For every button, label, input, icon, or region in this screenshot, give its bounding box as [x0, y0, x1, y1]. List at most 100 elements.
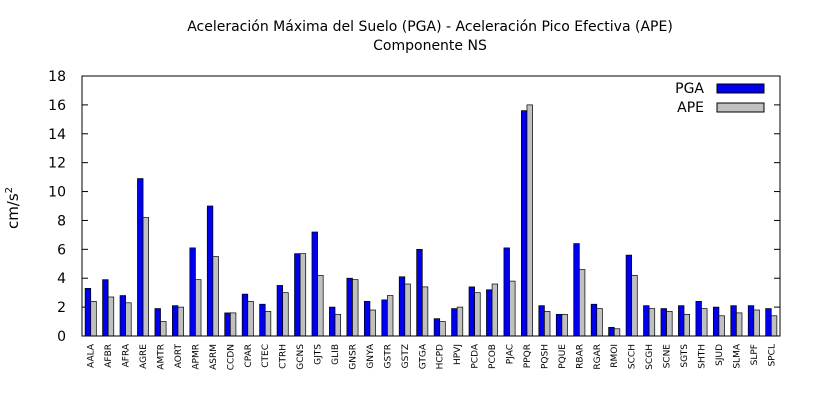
- bar-pga-gcns: [294, 253, 301, 337]
- x-tick-label: CTEC: [261, 344, 271, 368]
- x-tick-label: AALA: [87, 343, 97, 368]
- bar-ape-scgh: [648, 308, 656, 337]
- bar-ape-pqsh: [544, 311, 551, 337]
- x-tick-label: AORT: [174, 344, 184, 369]
- x-tick-label: AGRE: [139, 344, 149, 369]
- x-tick-label: GTGA: [418, 343, 428, 369]
- bar-ape-apmr: [195, 279, 202, 337]
- bar-ape-gjts: [317, 274, 324, 337]
- x-tick-label: GSTR: [383, 344, 393, 368]
- bar-ape-scch: [631, 274, 638, 337]
- bar-pga-rmoi: [608, 326, 615, 337]
- bar-ape-ctec: [264, 311, 272, 337]
- bar-pga-afbr: [102, 279, 109, 337]
- bar-ape-rbar: [578, 269, 586, 337]
- bar-pga-sgts: [678, 305, 685, 337]
- bar-pga-scne: [660, 308, 667, 337]
- y-tick-label: 6: [57, 242, 66, 258]
- y-tick-label: 0: [57, 329, 66, 345]
- bar-ape-afbr: [107, 296, 115, 337]
- bar-ape-pcda: [474, 292, 481, 337]
- bar-ape-hcpd: [439, 321, 446, 337]
- bar-pga-gtga: [416, 248, 423, 337]
- bar-ape-hpvj: [456, 306, 464, 337]
- bar-pga-pcob: [486, 289, 493, 337]
- x-tick-label: CCDN: [226, 344, 236, 370]
- x-tick-label: RGAR: [593, 344, 603, 370]
- x-tick-label: SLMA: [732, 343, 742, 368]
- x-tick-label: GNSR: [348, 344, 358, 370]
- y-axis-label: cm/s2: [4, 187, 22, 229]
- bar-pga-scch: [625, 254, 633, 337]
- bar-pga-gjts: [311, 231, 318, 337]
- bar-ape-cpar: [247, 300, 254, 337]
- bar-pga-rgar: [590, 303, 598, 337]
- x-tick-label: GLIB: [331, 344, 341, 365]
- bar-pga-spcl: [765, 308, 772, 337]
- bar-pga-asrm: [206, 205, 214, 337]
- bar-pga-slma: [730, 305, 737, 337]
- bar-ape-rmoi: [613, 328, 621, 337]
- x-tick-label: SHTH: [697, 344, 707, 369]
- x-tick-label: APMR: [191, 344, 201, 370]
- bar-ape-sjud: [718, 315, 725, 337]
- chart-title: Aceleración Máxima del Suelo (PGA) - Ace…: [187, 19, 673, 35]
- y-tick-label: 16: [48, 98, 66, 114]
- bar-pga-pque: [555, 313, 563, 337]
- bar-ape-aort: [177, 306, 184, 337]
- x-tick-label: SCNE: [663, 344, 673, 369]
- bar-pga-slpf: [747, 305, 755, 337]
- legend-label-pga: PGA: [675, 81, 704, 97]
- bar-pga-amtr: [154, 308, 161, 337]
- bars: [84, 104, 778, 337]
- x-tick-label: SLPF: [750, 344, 760, 365]
- bar-pga-glib: [329, 306, 336, 337]
- plot-frame: [81, 75, 781, 337]
- bar-ape-asrm: [212, 256, 219, 337]
- bar-pga-gstz: [398, 276, 406, 337]
- x-tick-label: PCOB: [488, 344, 498, 369]
- bar-pga-afra: [119, 295, 126, 337]
- bar-ape-ccdn: [229, 312, 237, 337]
- bar-pga-pjac: [503, 247, 510, 337]
- x-tick-label: GJTS: [314, 344, 324, 365]
- bar-ape-aala: [90, 300, 97, 337]
- x-tick-label: ASRM: [209, 344, 219, 370]
- bar-ape-shth: [701, 308, 708, 337]
- bar-ape-agre: [142, 217, 150, 337]
- x-tick-label: PPQR: [523, 344, 533, 368]
- bar-ape-gstz: [404, 283, 411, 337]
- bar-pga-gstr: [381, 299, 388, 337]
- x-tick-label: AMTR: [157, 344, 167, 370]
- bar-pga-agre: [137, 178, 144, 337]
- bar-pga-pcda: [468, 286, 475, 337]
- bar-ape-gnya: [369, 309, 376, 337]
- bar-pga-hcpd: [433, 318, 441, 337]
- bar-ape-slpf: [753, 309, 760, 337]
- y-tick-label: 2: [57, 300, 66, 316]
- bar-pga-apmr: [189, 247, 196, 337]
- y-axis-label-exponent: 2: [4, 187, 15, 193]
- bar-ape-gnsr: [352, 279, 359, 337]
- x-tick-label: AFRA: [122, 343, 132, 367]
- bar-pga-gnya: [363, 300, 371, 337]
- bar-ape-gstr: [387, 295, 394, 337]
- bar-ape-scne: [666, 311, 673, 337]
- legend-swatch-ape: [716, 102, 765, 113]
- bar-pga-sjud: [712, 306, 720, 337]
- bar-ape-gtga: [421, 286, 429, 337]
- bar-pga-rbar: [573, 243, 580, 337]
- bar-pga-shth: [695, 300, 702, 337]
- bar-pga-aala: [84, 287, 92, 337]
- x-tick-label: CPAR: [244, 344, 254, 368]
- bar-pga-ctec: [259, 303, 266, 337]
- x-tick-label: HCPD: [436, 344, 446, 369]
- bar-ape-ppqr: [526, 104, 533, 337]
- x-tick-label: SGTS: [680, 344, 690, 368]
- bar-ape-slma: [736, 312, 743, 337]
- bar-pga-ppqr: [521, 110, 528, 337]
- bar-ape-amtr: [160, 321, 167, 337]
- x-tick-label: HPVJ: [453, 344, 463, 365]
- y-tick-label: 8: [57, 213, 66, 229]
